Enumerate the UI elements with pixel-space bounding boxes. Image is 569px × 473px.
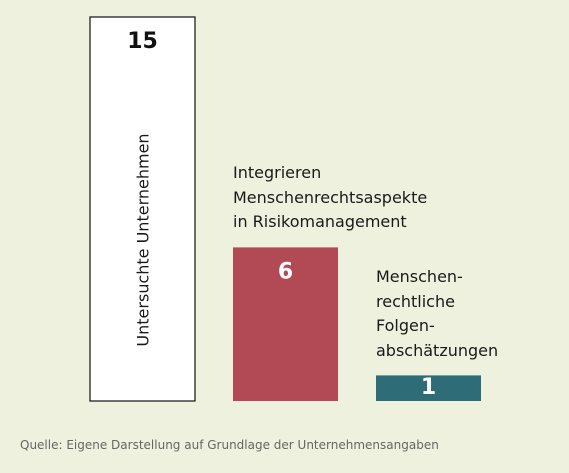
value-label: 1	[421, 375, 436, 400]
category-label: Untersuchte Unternehmen	[133, 133, 152, 347]
category-label: Menschen- rechtliche Folgen- abschätzung…	[376, 267, 499, 360]
source-note: Quelle: Eigene Darstellung auf Grundlage…	[20, 438, 439, 452]
bar	[89, 16, 196, 402]
value-label: 15	[127, 29, 158, 54]
value-label: 6	[278, 259, 293, 284]
bar	[233, 247, 338, 401]
bar	[376, 375, 481, 401]
category-label: Integrieren Menschenrechtsaspekte in Ris…	[233, 163, 428, 232]
